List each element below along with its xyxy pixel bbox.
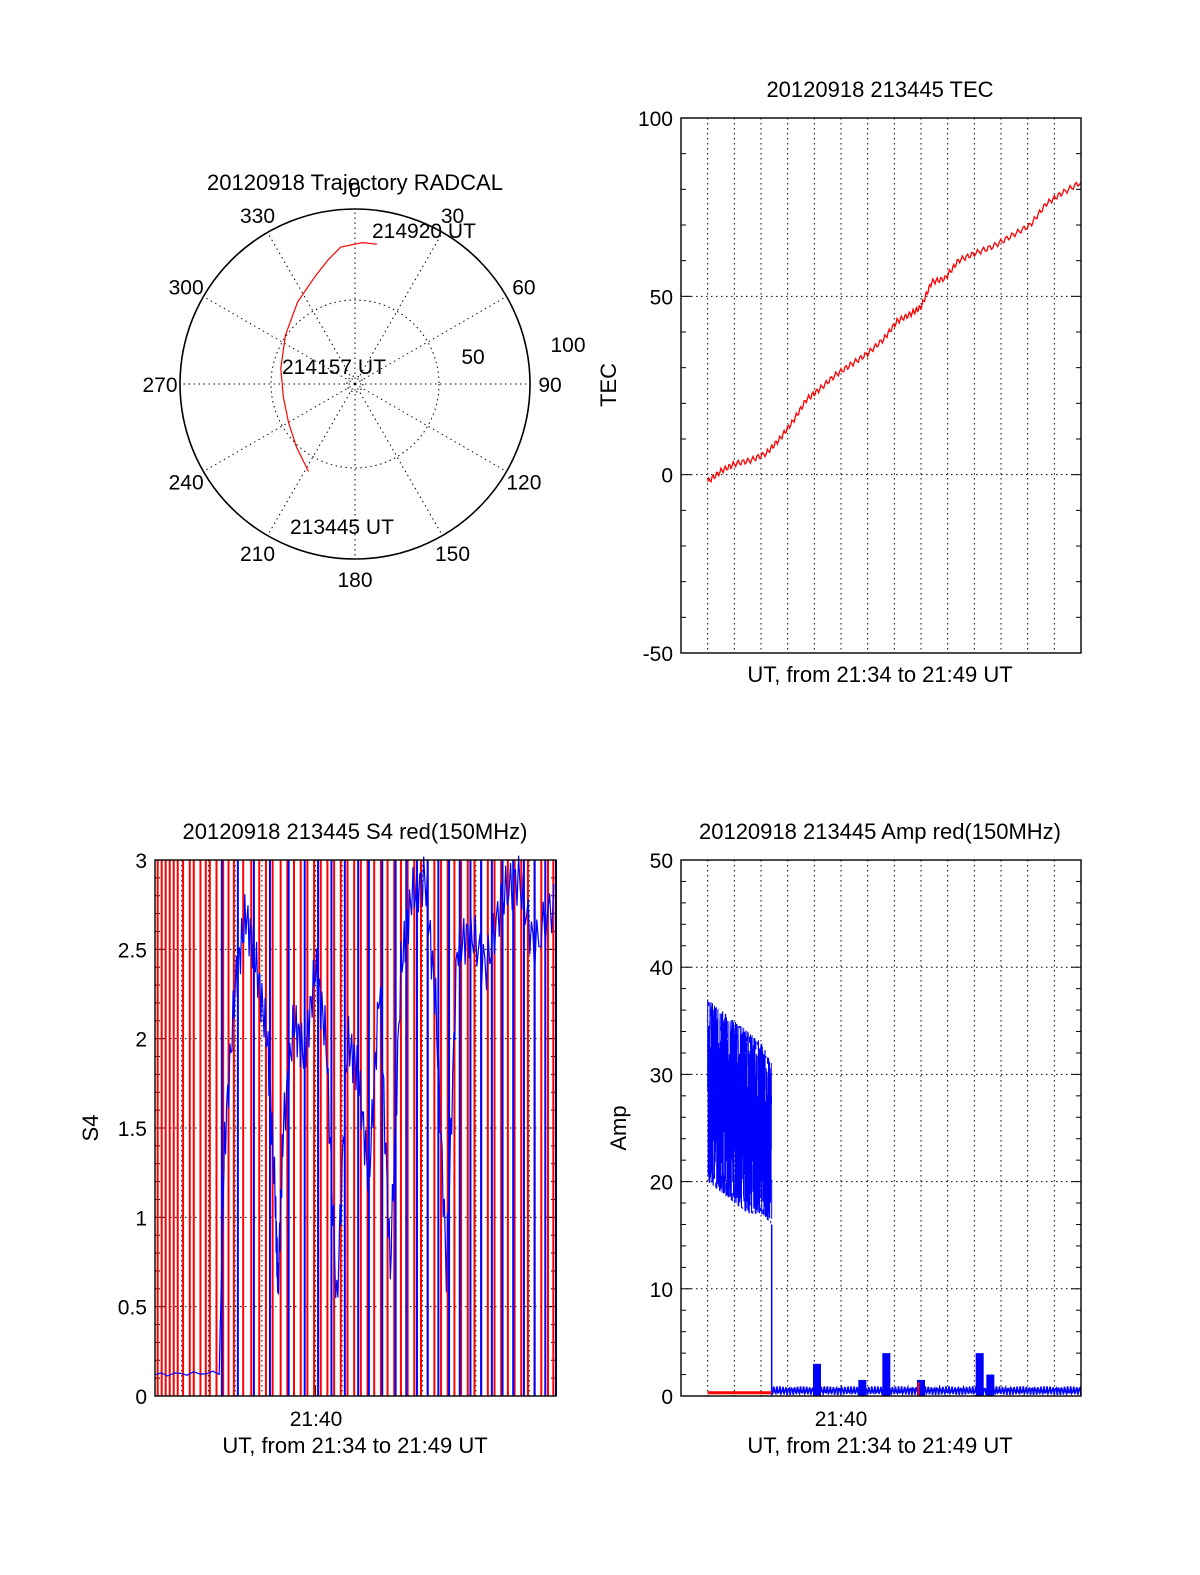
tec-frame [680,117,1082,654]
polar-inner-ring [270,299,440,469]
y-tick-label: 0.5 [118,1297,147,1320]
y-tick-label: 50 [650,286,673,309]
y-tick-label: 10 [650,1279,673,1302]
polar-ring-label-100: 100 [550,334,585,357]
amp-series [707,999,1082,1397]
polar-azimuth-label: 60 [512,277,535,300]
tec-grid [681,117,1081,654]
polar-grid [179,208,531,560]
y-tick-label: -50 [643,643,673,666]
polar-azimuth-labels: 0 30 60 90 120 150 180 210 240 270 300 330 [142,179,561,592]
trajectory-center-label: 214157 UT [282,356,386,379]
s4-x-label: UT, from 21:34 to 21:49 UT [222,1433,487,1458]
s4-plot: 20120918 213445 S4 red(150MHz) 3 2.5 2 1.5 1… [78,819,557,1458]
s4-blue-series [154,855,555,1377]
s4-title: 20120918 213445 S4 red(150MHz) [183,819,528,844]
polar-azimuth-label: 210 [240,543,275,566]
amp-blue-noise [707,999,773,1224]
polar-outer-ring [179,208,531,560]
polar-title: 20120918 Trajectory RADCAL [207,170,503,195]
polar-azimuth-label: 90 [538,374,561,397]
tec-x-label: UT, from 21:34 to 21:49 UT [747,662,1012,687]
s4-y-ticks: 3 2.5 2 1.5 1 0.5 0 [118,850,147,1409]
y-tick-label: 0 [661,465,673,488]
tec-y-ticks: 100 50 0 -50 [638,108,673,666]
amp-blue-baseline [770,1384,1082,1397]
amp-blue-burst [986,1374,995,1396]
polar-spoke [267,383,356,536]
polar-spoke [354,383,507,472]
y-tick-label: 100 [638,108,673,131]
s4-x-tick-label: 21:40 [290,1408,343,1431]
y-tick-label: 20 [650,1172,673,1195]
y-tick-label: 1.5 [118,1118,147,1141]
polar-plot: 20120918 Trajectory RADCAL 0 30 60 90 120 150… [142,170,585,592]
polar-azimuth-label: 120 [506,472,541,495]
polar-spoke [203,383,356,472]
polar-azimuth-label: 0 [349,179,361,202]
polar-spoke [354,383,443,536]
amp-y-label: Amp [606,1105,631,1150]
polar-azimuth-label: 30 [441,205,464,228]
polar-center-ring [346,375,364,393]
amp-blue-burst [917,1379,925,1396]
amp-frame [680,859,1082,1397]
amp-title: 20120918 213445 Amp red(150MHz) [699,819,1061,844]
s4-frame [154,859,557,1397]
polar-azimuth-label: 300 [169,277,204,300]
y-tick-label: 0 [135,1386,147,1409]
amp-y-ticks: 50 40 30 20 10 0 [650,850,673,1409]
amp-x-label: UT, from 21:34 to 21:49 UT [747,1433,1012,1458]
amp-blue-burst [858,1379,867,1396]
s4-y-label: S4 [78,1115,103,1142]
amp-blue-burst [813,1363,821,1396]
y-tick-label: 2 [135,1029,147,1052]
s4-grid [155,859,556,1397]
amp-blue-burst [882,1353,891,1396]
amp-blue-burst [975,1353,984,1396]
y-tick-label: 3 [135,850,147,873]
amp-x-tick-label: 21:40 [815,1408,868,1431]
polar-spoke [267,232,356,385]
tec-title: 20120918 213445 TEC [766,77,993,102]
tec-y-label: TEC [596,363,621,407]
polar-azimuth-label: 270 [142,374,177,397]
y-tick-label: 30 [650,1064,673,1087]
polar-spoke [354,296,507,385]
polar-azimuth-label: 150 [435,543,470,566]
polar-spoke [354,232,443,385]
polar-ring-label-50: 50 [461,346,484,369]
trajectory-start-label: 213445 UT [290,516,394,539]
y-tick-label: 0 [661,1386,673,1409]
trajectory-end-label: 214920 UT [372,220,476,243]
polar-azimuth-label: 330 [240,205,275,228]
polar-azimuth-label: 240 [169,472,204,495]
trajectory-line [280,241,378,472]
tec-series-line [707,181,1082,484]
polar-azimuth-label: 180 [337,569,372,592]
y-tick-label: 50 [650,850,673,873]
tec-plot: 20120918 213445 TEC 100 50 0 -50 TEC UT, fr… [596,77,1082,687]
polar-spoke [203,296,356,385]
y-tick-label: 1 [135,1207,147,1230]
amp-plot: 20120918 213445 Amp red(150MHz) 50 40 30 20… [606,819,1082,1458]
y-tick-label: 40 [650,957,673,980]
y-tick-label: 2.5 [118,939,147,962]
